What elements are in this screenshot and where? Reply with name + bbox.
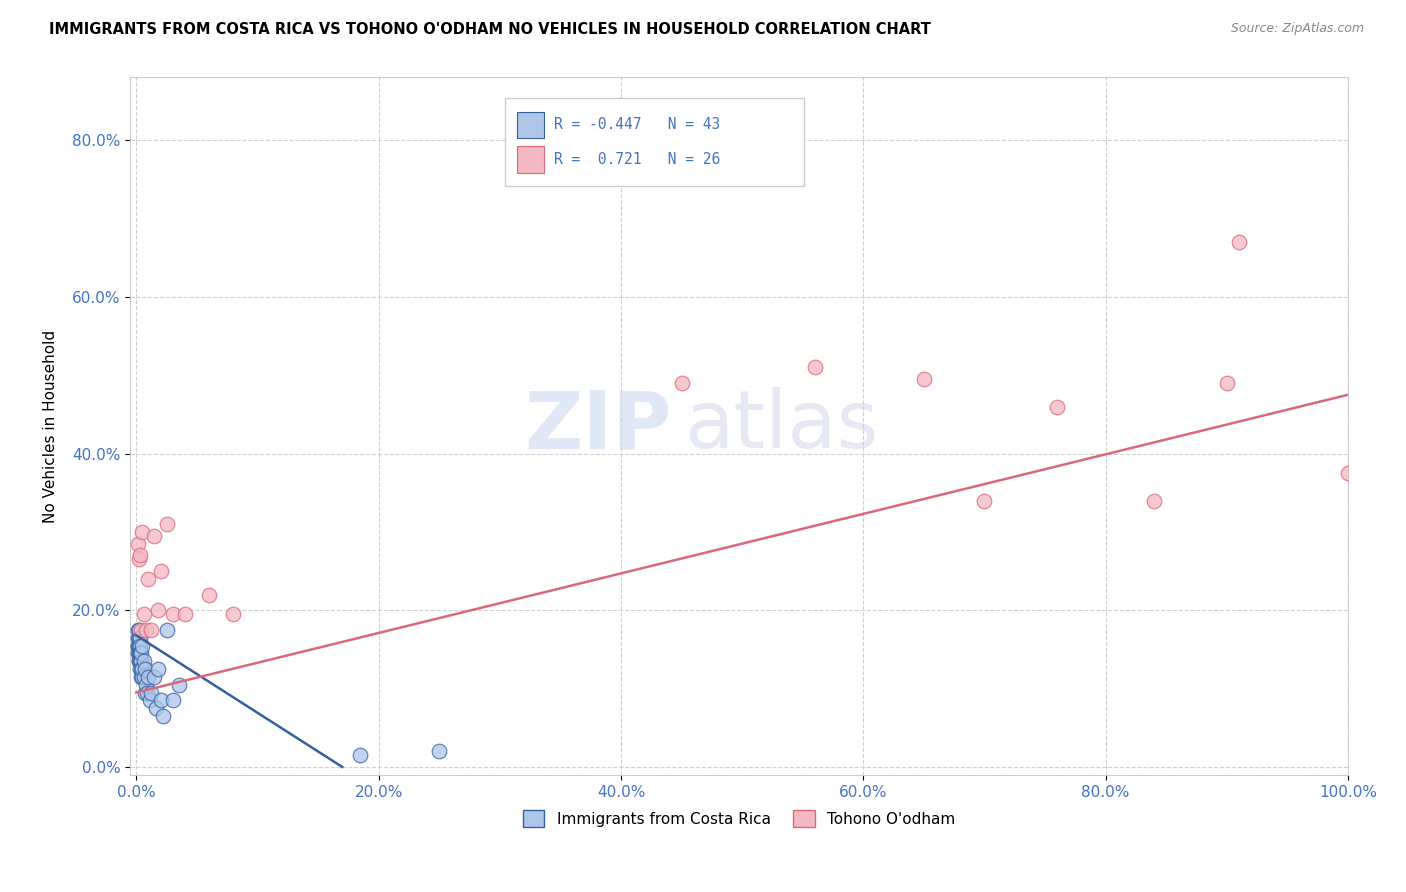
Point <box>1216 376 1239 390</box>
Point <box>139 685 162 699</box>
Point <box>131 662 153 676</box>
Point <box>134 685 156 699</box>
Point <box>132 670 155 684</box>
Point <box>127 631 149 645</box>
Point <box>162 607 184 622</box>
Point <box>145 701 167 715</box>
Point <box>138 572 160 586</box>
Point <box>804 360 827 375</box>
Point <box>127 639 149 653</box>
Point <box>427 744 450 758</box>
Point <box>912 372 935 386</box>
Point <box>129 670 152 684</box>
Point <box>135 623 157 637</box>
Text: ZIP: ZIP <box>524 387 672 465</box>
Point <box>167 678 190 692</box>
Point <box>1227 235 1250 249</box>
Point <box>1337 466 1360 480</box>
Y-axis label: No Vehicles in Household: No Vehicles in Household <box>44 329 58 523</box>
Point <box>128 631 150 645</box>
Point <box>222 607 245 622</box>
Point <box>135 678 157 692</box>
Point <box>131 639 153 653</box>
Point <box>162 693 184 707</box>
Point <box>129 623 152 637</box>
Point <box>149 693 172 707</box>
Point <box>198 588 221 602</box>
Point <box>128 646 150 660</box>
Point <box>127 536 149 550</box>
Point <box>129 646 152 660</box>
Point <box>973 493 995 508</box>
Point <box>128 639 150 653</box>
Point <box>138 670 160 684</box>
Point <box>129 646 152 660</box>
Point <box>155 517 177 532</box>
Text: R =  0.721   N = 26: R = 0.721 N = 26 <box>554 153 720 167</box>
Point <box>127 646 149 660</box>
Point <box>127 623 149 637</box>
Point <box>138 693 160 707</box>
Point <box>129 654 152 668</box>
Point <box>128 552 150 566</box>
Point <box>131 524 153 539</box>
Text: Source: ZipAtlas.com: Source: ZipAtlas.com <box>1230 22 1364 36</box>
Point <box>129 639 152 653</box>
Point <box>349 748 371 763</box>
Text: atlas: atlas <box>685 387 879 465</box>
Point <box>136 685 159 699</box>
Bar <box>517 146 544 173</box>
Point <box>671 376 693 390</box>
Text: R = -0.447   N = 43: R = -0.447 N = 43 <box>554 118 720 132</box>
Point <box>134 662 156 676</box>
Text: IMMIGRANTS FROM COSTA RICA VS TOHONO O'ODHAM NO VEHICLES IN HOUSEHOLD CORRELATIO: IMMIGRANTS FROM COSTA RICA VS TOHONO O'O… <box>49 22 931 37</box>
Point <box>139 623 162 637</box>
Point <box>129 662 152 676</box>
Point <box>1046 400 1069 414</box>
Bar <box>505 98 804 186</box>
Point <box>146 662 169 676</box>
Point <box>129 662 152 676</box>
Point <box>1143 493 1166 508</box>
Point <box>132 654 155 668</box>
Point <box>128 654 150 668</box>
Point <box>146 603 169 617</box>
Point <box>132 607 155 622</box>
Point <box>152 709 174 723</box>
Legend: Immigrants from Costa Rica, Tohono O'odham: Immigrants from Costa Rica, Tohono O'odh… <box>517 804 962 833</box>
Point <box>127 639 149 653</box>
Point <box>143 670 166 684</box>
Point <box>155 623 177 637</box>
Point <box>128 623 150 637</box>
Point <box>128 654 150 668</box>
Point <box>131 670 153 684</box>
Point <box>129 654 152 668</box>
Point <box>143 529 166 543</box>
Bar <box>517 112 544 138</box>
Point <box>129 549 152 563</box>
Point <box>129 631 152 645</box>
Point <box>149 564 172 578</box>
Point <box>129 646 152 660</box>
Point <box>173 607 195 622</box>
